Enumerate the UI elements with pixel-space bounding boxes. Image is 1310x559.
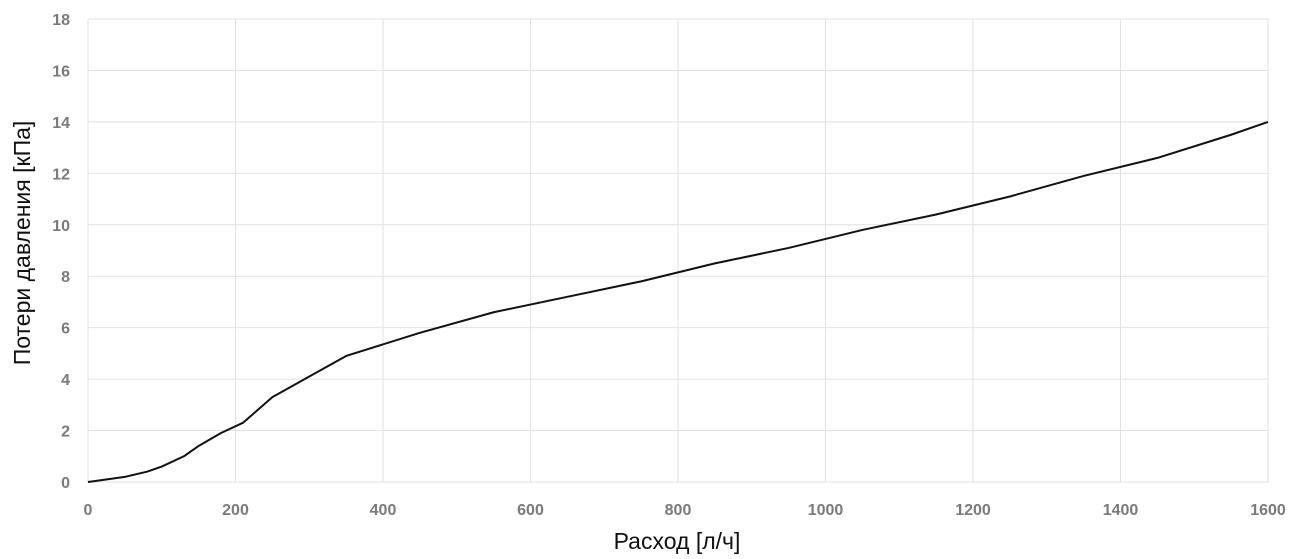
- x-tick-label: 800: [665, 502, 692, 519]
- x-tick-label: 1400: [1103, 502, 1139, 519]
- x-tick-label: 1200: [955, 502, 991, 519]
- x-tick-label: 200: [222, 502, 249, 519]
- y-tick-label: 12: [52, 166, 70, 183]
- y-tick-label: 16: [52, 63, 70, 80]
- y-tick-label: 4: [61, 372, 70, 389]
- y-tick-label: 10: [52, 218, 70, 235]
- grid: [87, 18, 1269, 483]
- y-tick-label: 2: [61, 424, 70, 441]
- y-tick-label: 18: [52, 12, 70, 29]
- x-tick-label: 1000: [808, 502, 844, 519]
- series-layer: [87, 120, 1269, 483]
- tick-labels: 0 200 400 600 800 1000 1200 1400 1600 0 2 4 6 8 10 12 14…: [52, 12, 1286, 519]
- series-line: [87, 120, 1269, 483]
- y-axis-title: Потери давления [кПа]: [9, 121, 35, 366]
- x-tick-label: 600: [517, 502, 544, 519]
- x-tick-label: 400: [370, 502, 397, 519]
- y-tick-label: 0: [61, 475, 70, 492]
- y-tick-label: 6: [61, 321, 70, 338]
- y-tick-label: 14: [52, 115, 70, 132]
- x-tick-label: 0: [84, 502, 93, 519]
- y-tick-label: 8: [61, 269, 70, 286]
- x-tick-label: 1600: [1250, 502, 1286, 519]
- x-axis-title: Расход [л/ч]: [614, 528, 741, 554]
